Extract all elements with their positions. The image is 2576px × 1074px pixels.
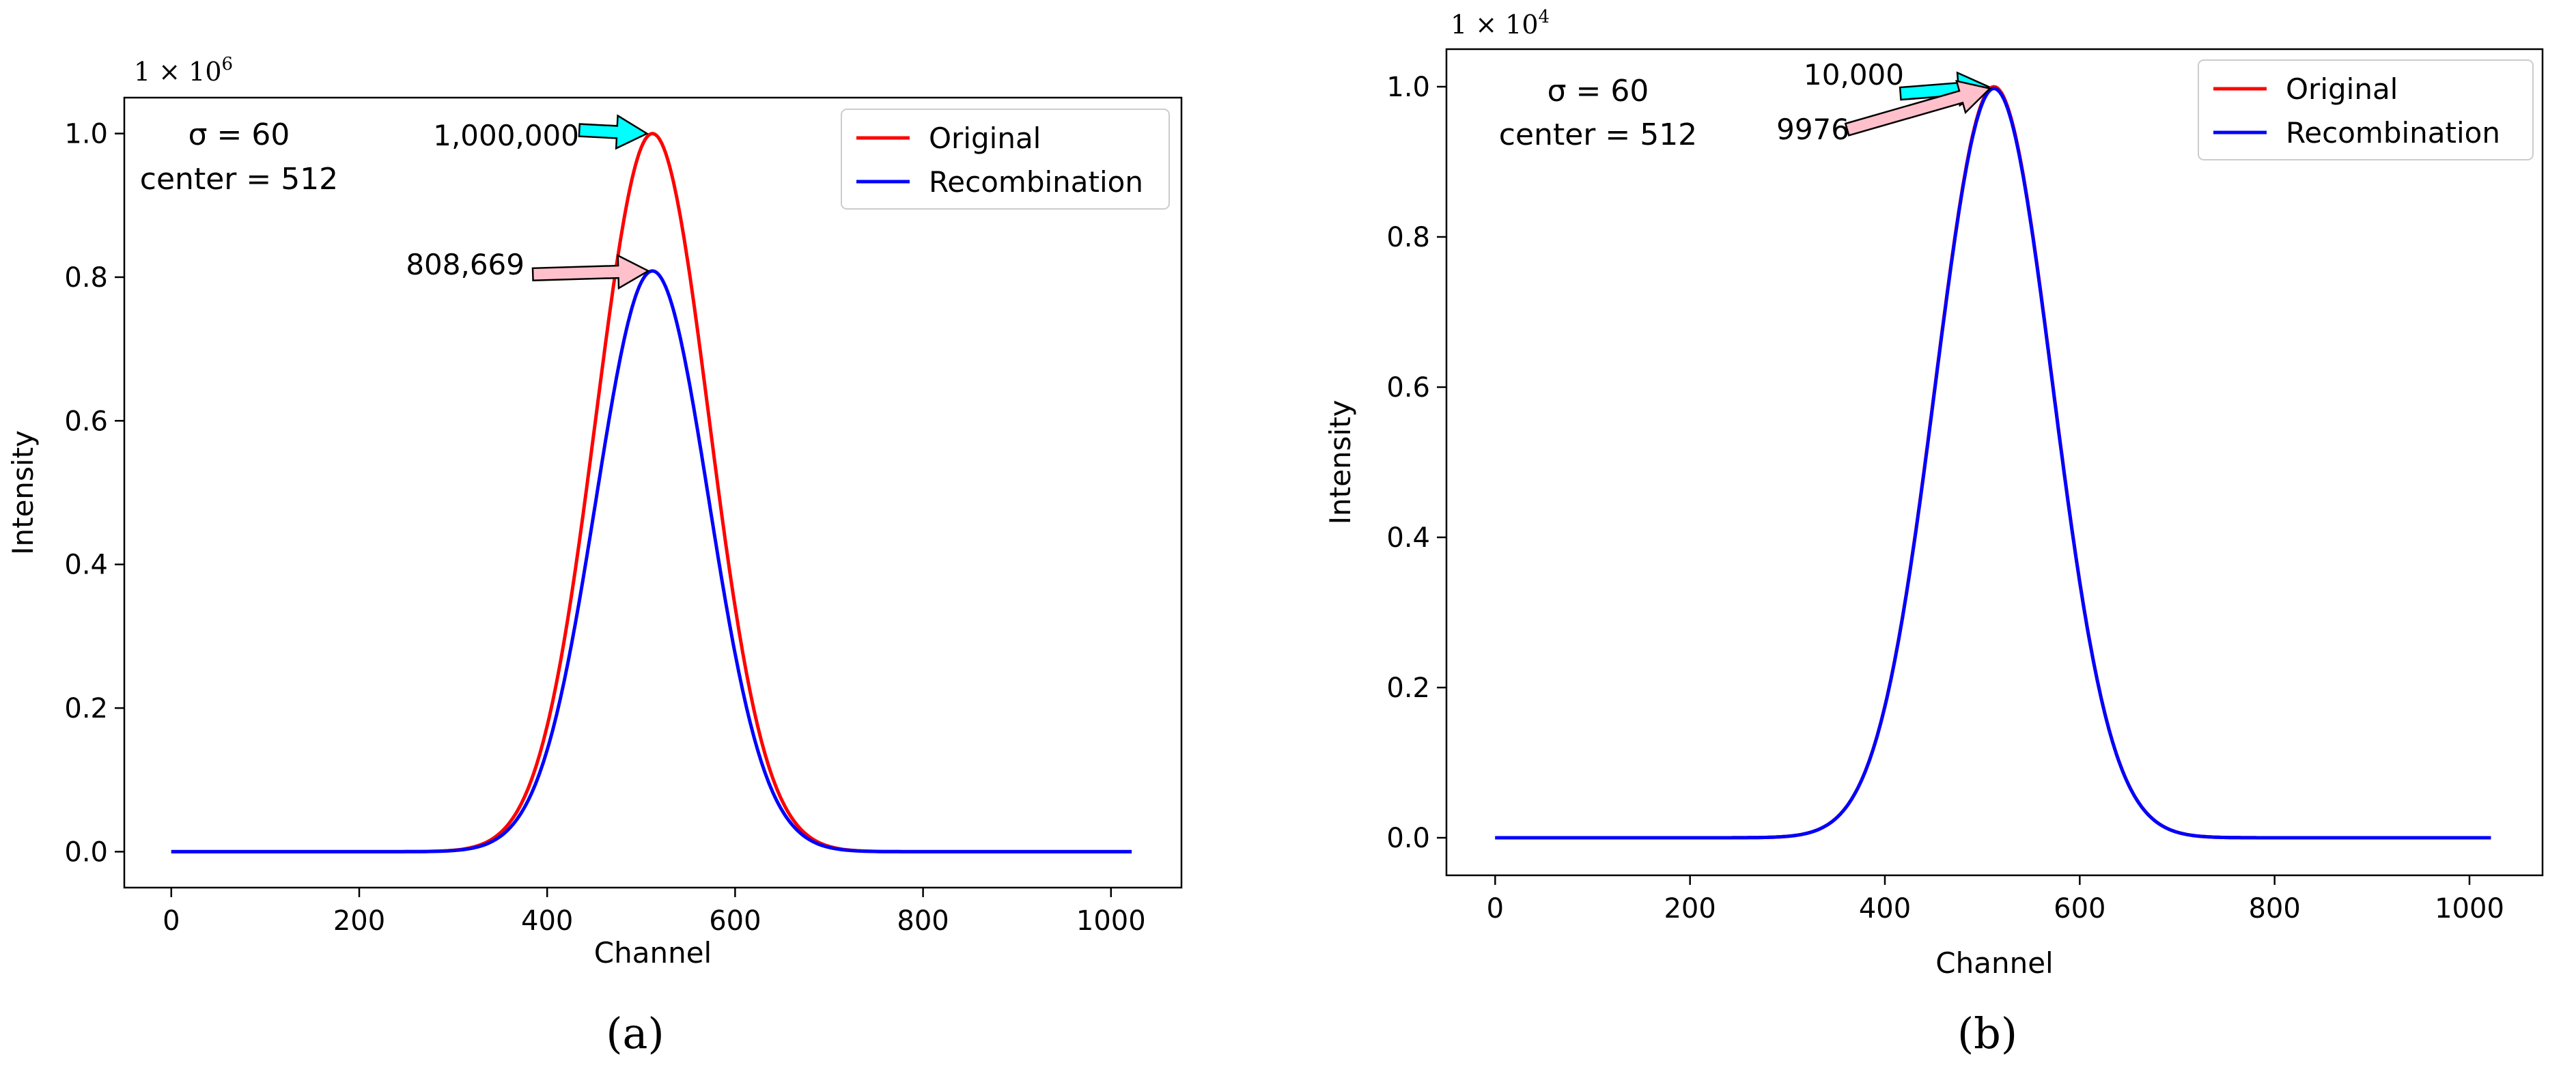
y-axis-label: Intensity [6,430,40,555]
legend: Original Recombination [2198,59,2534,160]
x-tick-label: 600 [2054,893,2105,924]
annotation-label-recombination-peak: 808,669 [406,248,524,281]
x-tick-label: 400 [521,905,573,937]
y-tick-label: 1.0 [1386,72,1430,103]
annotation-label-original-peak: 1,000,000 [433,119,579,152]
annotation-arrow-recombination-peak [1844,80,1992,137]
series-line-recombination [1495,87,2491,840]
x-tick-label: 600 [709,905,761,937]
y-tick-label: 0.2 [64,693,108,724]
legend-label-original: Original [2286,72,2398,106]
y-tick-label: 0.4 [64,550,108,581]
legend-label-recombination: Recombination [929,165,1143,199]
chart-panel-b: 0 200 400 600 800 1000 0.0 0.2 0.4 0.6 0.8 1.0 Chann… [1324,7,2544,1058]
annotation-label-recombination-peak: 9976 [1776,113,1849,146]
chart-panel-a: 0 200 400 600 800 1000 0.0 0.2 0.4 0.6 0.8 1.0 Chann… [6,54,1183,1058]
x-axis-label: Channel [1935,946,2053,980]
panel-label: (b) [1957,1008,2017,1058]
legend-box [841,109,1170,210]
x-tick-label: 1000 [2435,893,2504,924]
legend-box [2198,59,2534,160]
annotation-arrow-recombination-peak [531,254,650,290]
y-tick-label: 0.4 [1386,522,1430,554]
legend-label-original: Original [929,122,1041,155]
y-tick-label: 0.6 [1386,372,1430,404]
x-tick-label: 800 [2248,893,2300,924]
x-tick-label: 800 [897,905,949,937]
y-tick-label: 0.0 [1386,823,1430,854]
series-line-recombination [171,269,1132,853]
legend-label-recombination: Recombination [2286,116,2500,150]
y-tick-label: 0.8 [64,262,108,294]
y-tick-label: 0.6 [64,406,108,437]
y-tick-label: 1.0 [64,119,108,150]
x-tick-label: 400 [1859,893,1911,924]
y-tick-label: 0.8 [1386,222,1430,253]
annotation-arrow-original-peak [578,114,649,150]
annotation-label-original-peak: 10,000 [1804,58,1904,91]
sigma-label: σ = 60 [1548,74,1649,109]
y-tick-label: 0.2 [1386,673,1430,704]
x-tick-label: 1000 [1076,905,1146,937]
y-tick-label: 0.0 [64,836,108,868]
legend: Original Recombination [841,109,1170,210]
center-label: center = 512 [140,162,338,197]
x-tick-label: 200 [1664,893,1716,924]
x-tick-label: 200 [333,905,385,937]
plot-frame [1445,48,2544,877]
x-tick-label: 0 [163,905,180,937]
axis-multiplier: 1 × 104 [1451,7,1550,40]
panel-label: (a) [606,1008,664,1058]
sigma-label: σ = 60 [188,117,290,152]
x-axis-label: Channel [594,936,712,970]
axis-multiplier: 1 × 106 [134,54,233,87]
center-label: center = 512 [1499,117,1697,152]
y-axis-label: Intensity [1324,400,1357,525]
x-tick-label: 0 [1487,893,1504,924]
plot-frame [123,96,1183,889]
